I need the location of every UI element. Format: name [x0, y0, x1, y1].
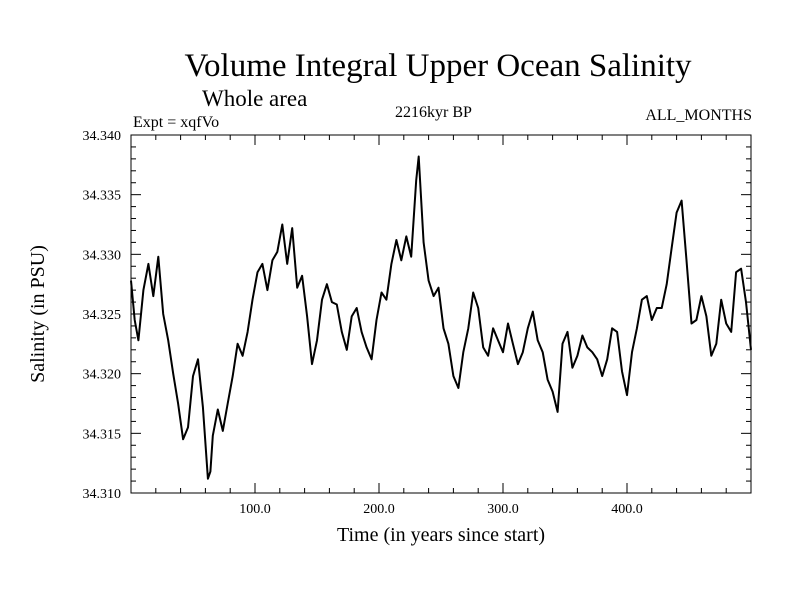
- y-tick-label: 34.325: [83, 308, 122, 323]
- period-label: 2216kyr BP: [395, 104, 472, 121]
- months-label: ALL_MONTHS: [645, 107, 752, 124]
- y-tick-label: 34.340: [83, 129, 122, 144]
- y-tick-label: 34.315: [83, 427, 122, 442]
- x-tick-label: 400.0: [611, 502, 643, 517]
- y-tick-label: 34.335: [83, 189, 122, 204]
- chart-title: Volume Integral Upper Ocean Salinity: [184, 48, 692, 84]
- y-tick-label: 34.320: [83, 368, 122, 383]
- y-axis-label: Salinity (in PSU): [27, 245, 49, 383]
- experiment-label: Expt = xqfVo: [133, 114, 220, 131]
- series-line-salinity: [130, 155, 752, 480]
- plot-frame: [130, 134, 752, 494]
- y-tick-label: 34.330: [83, 248, 122, 263]
- y-tick-label: 34.310: [83, 487, 122, 502]
- tick-labels: 100.0 200.0 300.0 400.0 34.310 34.315 34.320 34…: [83, 129, 643, 517]
- x-tick-label: 100.0: [239, 502, 271, 517]
- chart-subtitle: Whole area: [202, 86, 308, 111]
- x-tick-label: 300.0: [487, 502, 519, 517]
- x-tick-label: 200.0: [363, 502, 395, 517]
- x-axis-label: Time (in years since start): [337, 524, 545, 546]
